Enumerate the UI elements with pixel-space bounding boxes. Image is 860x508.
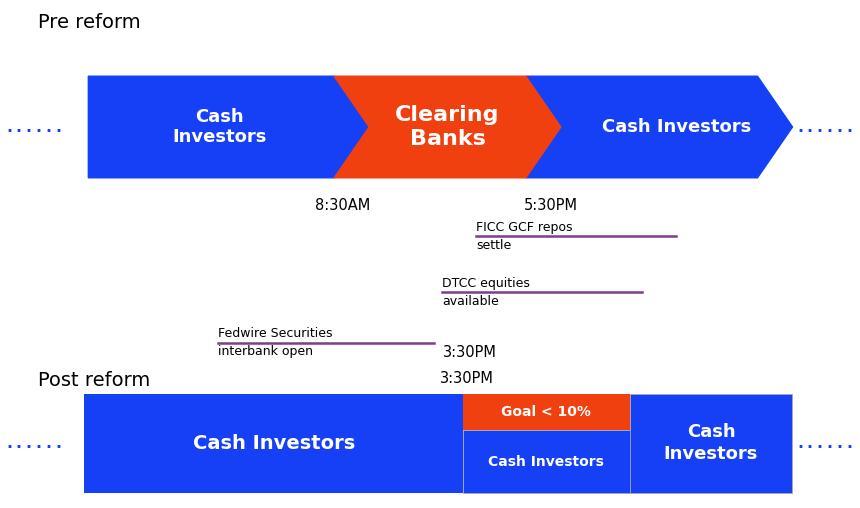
Text: DTCC equities: DTCC equities [443, 276, 531, 290]
Text: 8:30AM: 8:30AM [315, 198, 370, 213]
Text: ......: ...... [796, 118, 856, 136]
Text: ......: ...... [4, 434, 64, 452]
Bar [464, 430, 630, 493]
Text: 3:30PM: 3:30PM [443, 345, 496, 361]
Text: interbank open: interbank open [218, 345, 312, 359]
Text: Cash
Investors: Cash Investors [172, 108, 267, 146]
Text: Cash Investors: Cash Investors [602, 118, 752, 136]
Text: Goal < 10%: Goal < 10% [501, 405, 592, 419]
Bar [464, 394, 630, 430]
Text: available: available [443, 295, 500, 308]
Text: FICC GCF repos: FICC GCF repos [476, 220, 573, 234]
Text: ......: ...... [796, 434, 856, 452]
Text: Cash
Investors: Cash Investors [664, 423, 759, 463]
Text: Post reform: Post reform [39, 371, 150, 390]
Text: Cash Investors: Cash Investors [193, 434, 355, 453]
Text: ......: ...... [4, 118, 64, 136]
Text: settle: settle [476, 239, 511, 252]
Bar [84, 394, 464, 493]
Text: 5:30PM: 5:30PM [524, 198, 578, 213]
Polygon shape [525, 76, 793, 178]
Bar [630, 394, 793, 493]
Text: Fedwire Securities: Fedwire Securities [218, 327, 332, 340]
Polygon shape [335, 76, 561, 178]
Polygon shape [89, 76, 369, 178]
Text: Clearing
Banks: Clearing Banks [396, 105, 500, 149]
Text: 3:30PM: 3:30PM [440, 371, 494, 386]
Text: Cash Investors: Cash Investors [488, 455, 605, 468]
Text: Pre reform: Pre reform [39, 13, 141, 31]
